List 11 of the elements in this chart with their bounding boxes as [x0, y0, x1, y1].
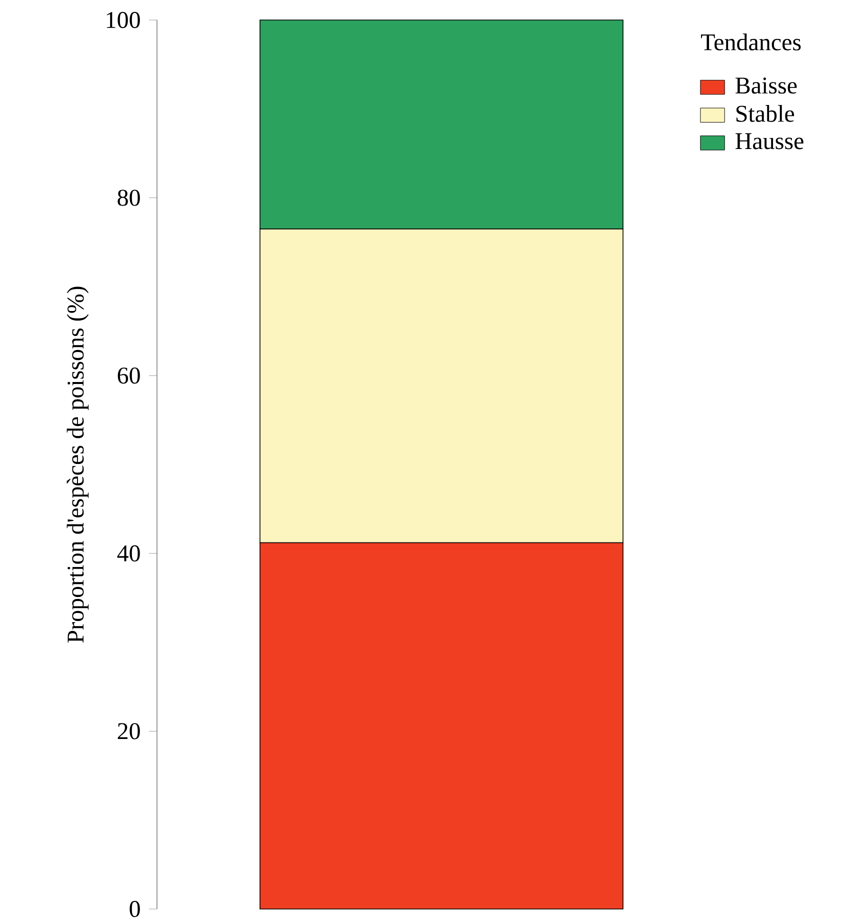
- legend-label: Hausse: [736, 133, 804, 150]
- legend-title: Tendances: [701, 34, 801, 50]
- y-tick-label: 20: [118, 723, 140, 740]
- y-tick-label: 60: [118, 367, 140, 384]
- y-tick-label: 100: [106, 12, 140, 28]
- y-tick-label: 80: [118, 190, 140, 206]
- y-tick-label: 40: [117, 545, 140, 562]
- legend-label: Stable: [736, 105, 794, 122]
- y-axis-title: Proportion d'espèces de poissons (%): [66, 286, 89, 643]
- legend-label: Baisse: [736, 78, 797, 94]
- y-tick-label: 0: [130, 900, 140, 918]
